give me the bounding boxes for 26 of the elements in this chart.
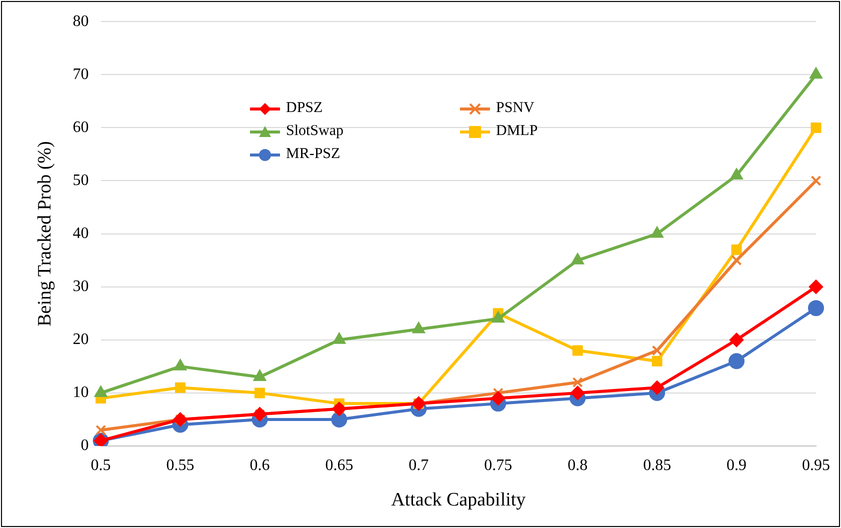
legend-label: MR-PSZ (286, 146, 340, 163)
y-tick-label: 60 (72, 118, 89, 136)
legend-label: DPSZ (286, 100, 323, 117)
y-tick-label: 0 (80, 437, 89, 454)
y-tick-label: 10 (72, 384, 89, 402)
x-tick-label: 0.7 (408, 456, 429, 474)
y-tick-label: 70 (72, 66, 89, 83)
legend-label: PSNV (496, 100, 534, 117)
x-tick-label: 0.85 (643, 456, 672, 474)
y-axis-title: Being Tracked Prob (%) (34, 141, 56, 326)
legend-label: DMLP (496, 123, 538, 140)
x-tick-label: 0.55 (166, 456, 194, 474)
y-tick-label: 80 (72, 12, 89, 30)
x-tick-label: 0.8 (568, 456, 588, 474)
x-tick-label: 0.5 (90, 456, 111, 474)
y-tick-label: 30 (72, 278, 89, 296)
x-tick-label: 0.75 (484, 456, 512, 474)
y-tick-label: 20 (72, 331, 89, 348)
x-tick-label: 0.65 (325, 456, 354, 474)
y-tick-label: 50 (72, 172, 89, 189)
y-tick-label: 40 (72, 225, 89, 242)
legend-label: SlotSwap (286, 123, 344, 140)
x-tick-label: 0.9 (726, 456, 747, 474)
x-tick-label: 0.6 (250, 456, 270, 474)
x-axis-title: Attack Capability (391, 490, 526, 511)
x-tick-label: 0.95 (802, 456, 830, 474)
